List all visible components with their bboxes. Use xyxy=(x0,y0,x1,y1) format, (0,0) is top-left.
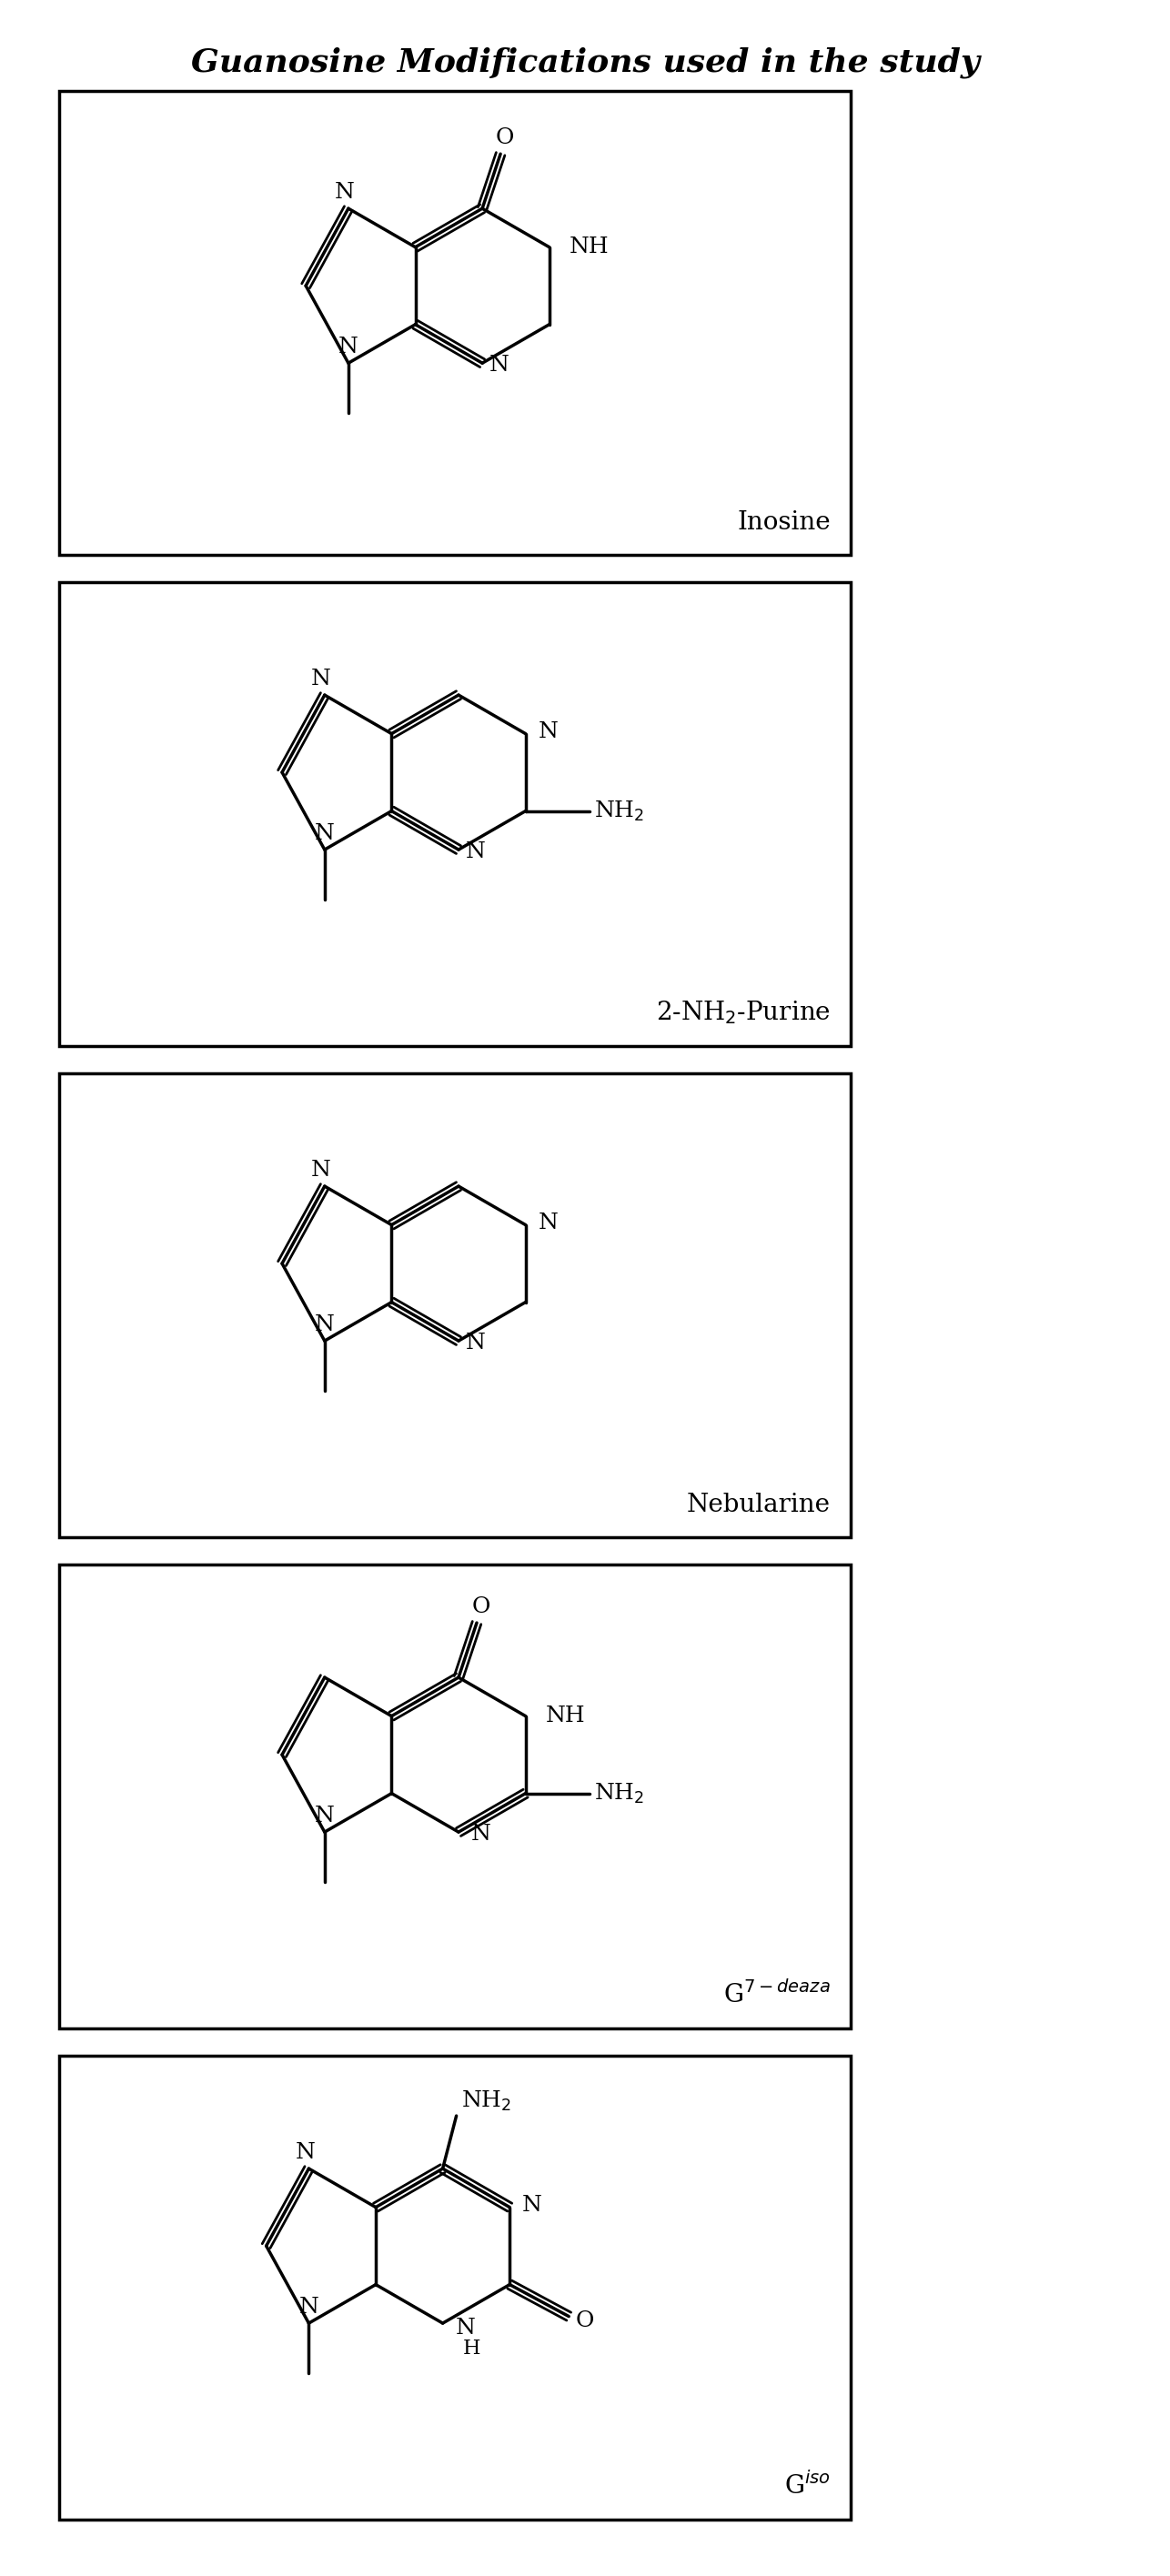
Text: Nebularine: Nebularine xyxy=(687,1492,831,1517)
Text: N: N xyxy=(472,1824,491,1844)
Text: NH$_2$: NH$_2$ xyxy=(593,1783,644,1806)
Text: N: N xyxy=(538,1213,558,1234)
Text: N: N xyxy=(335,183,355,204)
Text: N: N xyxy=(523,2195,543,2215)
Text: N: N xyxy=(298,2295,318,2318)
Bar xyxy=(60,582,851,1046)
Text: N: N xyxy=(538,721,558,742)
Bar xyxy=(60,2056,851,2519)
Bar xyxy=(60,1074,851,1538)
Text: NH: NH xyxy=(570,237,608,258)
Text: Guanosine Modifications used in the study: Guanosine Modifications used in the stud… xyxy=(191,46,979,80)
Text: N: N xyxy=(311,667,331,690)
Text: N: N xyxy=(295,2141,315,2164)
Text: Inosine: Inosine xyxy=(737,510,831,536)
Bar xyxy=(60,1564,851,2027)
Text: O: O xyxy=(576,2311,594,2331)
Text: N: N xyxy=(315,1806,335,1826)
Text: H: H xyxy=(462,2339,481,2360)
Text: G$^{7-deaza}$: G$^{7-deaza}$ xyxy=(723,1981,831,2009)
Text: N: N xyxy=(315,1314,335,1334)
Text: NH: NH xyxy=(545,1705,585,1726)
Text: G$^{iso}$: G$^{iso}$ xyxy=(784,2473,831,2499)
Text: N: N xyxy=(466,840,486,863)
Text: N: N xyxy=(466,1332,486,1352)
Text: 2-NH$_2$-Purine: 2-NH$_2$-Purine xyxy=(656,999,831,1025)
Text: N: N xyxy=(315,822,335,845)
Text: O: O xyxy=(472,1597,490,1618)
Text: O: O xyxy=(496,126,515,147)
Bar xyxy=(60,90,851,554)
Text: NH$_2$: NH$_2$ xyxy=(461,2089,511,2112)
Text: N: N xyxy=(455,2318,475,2339)
Text: N: N xyxy=(311,1159,331,1180)
Text: N: N xyxy=(338,337,358,358)
Text: N: N xyxy=(489,355,509,376)
Text: NH$_2$: NH$_2$ xyxy=(593,799,644,822)
